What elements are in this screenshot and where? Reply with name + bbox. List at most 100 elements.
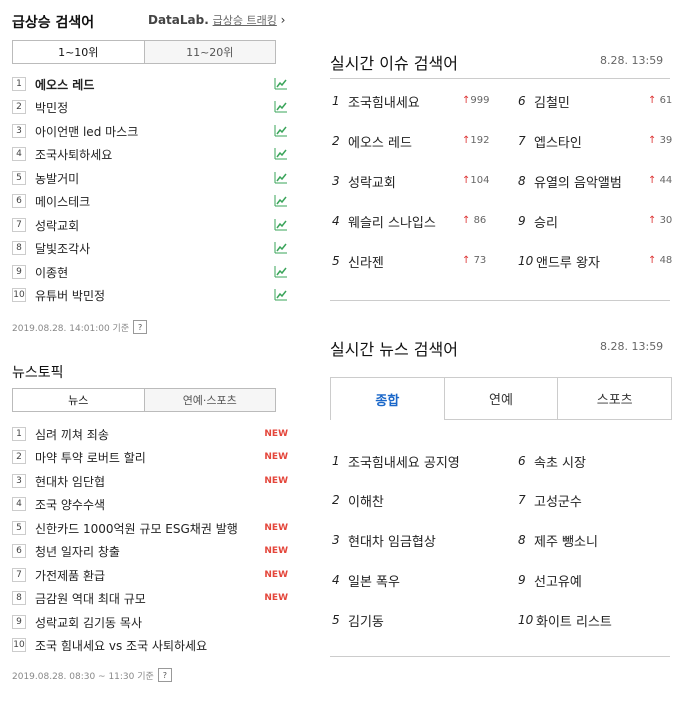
list-item[interactable]: 7 엡스타인 [518, 132, 582, 151]
list-item[interactable]: 6 메이스테크 [12, 191, 288, 211]
trend-graph-icon[interactable] [274, 241, 288, 255]
list-item[interactable]: 6 속초 시장 [518, 452, 586, 471]
keyword[interactable]: 제주 뺑소니 [534, 534, 598, 550]
keyword[interactable]: 일본 폭우 [348, 574, 400, 590]
keyword[interactable]: 조국힘내세요 [348, 95, 420, 111]
keyword[interactable]: 에오스 레드 [35, 77, 95, 92]
keyword[interactable]: 이종현 [35, 265, 69, 280]
trend-graph-icon[interactable] [274, 265, 288, 279]
keyword[interactable]: 웨슬리 스나입스 [348, 215, 436, 231]
list-item[interactable]: 7 가전제품 환급 NEW [12, 565, 288, 585]
list-item[interactable]: 4 일본 폭우 [332, 571, 400, 590]
keyword[interactable]: 화이트 리스트 [536, 614, 612, 630]
trend-graph-icon[interactable] [274, 194, 288, 208]
list-item[interactable]: 2 이해찬 [332, 491, 384, 510]
keyword[interactable]: 유튜버 박민정 [35, 288, 106, 303]
list-item[interactable]: 4 웨슬리 스나입스 [332, 212, 436, 231]
list-item[interactable]: 6 청년 일자리 창출 NEW [12, 541, 288, 561]
keyword[interactable]: 금감원 역대 최대 규모 [35, 591, 146, 606]
list-item[interactable]: 9 선고유예 [518, 571, 582, 590]
keyword[interactable]: 김기동 [348, 614, 384, 630]
list-item[interactable]: 5 신라젠 [332, 252, 384, 271]
keyword[interactable]: 농발거미 [35, 171, 80, 186]
tab-rank-1-10[interactable]: 1~10위 [13, 41, 144, 63]
keyword[interactable]: 유열의 음악앨범 [534, 175, 622, 191]
trend-graph-icon[interactable] [274, 171, 288, 185]
list-item[interactable]: 9 승리 [518, 212, 558, 231]
list-item[interactable]: 3 현대차 임단협 NEW [12, 471, 288, 491]
keyword[interactable]: 마약 투약 로버트 할리 [35, 450, 146, 465]
list-item[interactable]: 3 성락교회 [332, 172, 396, 191]
list-item[interactable]: 10 유튜버 박민정 [12, 285, 288, 305]
list-item[interactable]: 5 김기동 [332, 611, 384, 630]
keyword[interactable]: 현대차 임금협상 [348, 534, 436, 550]
list-item[interactable]: 9 성락교회 김기동 목사 [12, 612, 288, 632]
keyword[interactable]: 조국사퇴하세요 [35, 147, 113, 162]
list-item[interactable]: 1 조국힘내세요 [332, 92, 420, 111]
list-item[interactable]: 8 금감원 역대 최대 규모 NEW [12, 588, 288, 608]
list-item[interactable]: 6 김철민 [518, 92, 570, 111]
list-item[interactable]: 3 아이언맨 led 마스크 [12, 121, 288, 141]
trend-graph-icon[interactable] [274, 288, 288, 302]
list-item[interactable]: 2 박민정 [12, 97, 288, 117]
trend-graph-icon[interactable] [274, 77, 288, 91]
keyword[interactable]: 이해찬 [348, 494, 384, 510]
keyword[interactable]: 조국힘내세요 공지영 [348, 455, 460, 471]
tab-entertainment[interactable]: 연예 [443, 378, 558, 420]
trend-tracking-link[interactable]: 급상승 트래킹 [212, 14, 277, 27]
keyword[interactable]: 속초 시장 [534, 455, 586, 471]
list-item[interactable]: 2 에오스 레드 [332, 132, 412, 151]
keyword[interactable]: 조국 힘내세요 vs 조국 사퇴하세요 [35, 638, 208, 653]
list-item[interactable]: 2 마약 투약 로버트 할리 NEW [12, 447, 288, 467]
list-item[interactable]: 1 에오스 레드 [12, 74, 288, 94]
list-item[interactable]: 4 조국사퇴하세요 [12, 144, 288, 164]
list-item[interactable]: 5 농발거미 [12, 168, 288, 188]
keyword[interactable]: 성락교회 [35, 218, 80, 233]
list-item[interactable]: 7 성락교회 [12, 215, 288, 235]
keyword[interactable]: 신라젠 [348, 255, 384, 271]
trend-graph-icon[interactable] [274, 218, 288, 232]
list-item[interactable]: 10 앤드루 왕자 [518, 252, 600, 271]
keyword[interactable]: 메이스테크 [35, 194, 91, 209]
tab-entertainment-sports[interactable]: 연예·스포츠 [143, 389, 275, 411]
list-item[interactable]: 1 심려 끼쳐 죄송 NEW [12, 424, 288, 444]
keyword[interactable]: 아이언맨 led 마스크 [35, 124, 139, 139]
tab-sports[interactable]: 스포츠 [557, 378, 672, 420]
tab-overall[interactable]: 종합 [331, 378, 444, 420]
tab-news[interactable]: 뉴스 [13, 389, 144, 411]
keyword[interactable]: 고성군수 [534, 494, 582, 510]
keyword[interactable]: 현대차 임단협 [35, 474, 106, 489]
keyword[interactable]: 에오스 레드 [348, 135, 412, 151]
keyword[interactable]: 엡스타인 [534, 135, 582, 151]
trend-graph-icon[interactable] [274, 124, 288, 138]
list-item[interactable]: 1 조국힘내세요 공지영 [332, 452, 460, 471]
keyword[interactable]: 청년 일자리 창출 [35, 544, 120, 559]
keyword[interactable]: 성락교회 [348, 175, 396, 191]
list-item[interactable]: 8 유열의 음악앨범 [518, 172, 622, 191]
keyword[interactable]: 선고유예 [534, 574, 582, 590]
tab-rank-11-20[interactable]: 11~20위 [143, 41, 275, 63]
help-icon[interactable]: ? [157, 668, 172, 682]
help-icon[interactable]: ? [133, 320, 148, 334]
datalab-link[interactable]: DataLab. 급상승 트래킹 › [148, 12, 285, 28]
trend-graph-icon[interactable] [274, 147, 288, 161]
keyword[interactable]: 앤드루 왕자 [536, 255, 600, 271]
keyword[interactable]: 승리 [534, 215, 558, 231]
trend-graph-icon[interactable] [274, 100, 288, 114]
list-item[interactable]: 8 제주 뺑소니 [518, 531, 598, 550]
keyword[interactable]: 신한카드 1000억원 규모 ESG채권 발행 [35, 521, 238, 536]
list-item[interactable]: 8 달빛조각사 [12, 238, 288, 258]
list-item[interactable]: 10 조국 힘내세요 vs 조국 사퇴하세요 [12, 635, 288, 655]
keyword[interactable]: 성락교회 김기동 목사 [35, 615, 142, 630]
list-item[interactable]: 5 신한카드 1000억원 규모 ESG채권 발행 NEW [12, 518, 288, 538]
keyword[interactable]: 가전제품 환급 [35, 568, 106, 583]
keyword[interactable]: 박민정 [35, 100, 69, 115]
list-item[interactable]: 10 화이트 리스트 [518, 611, 612, 630]
keyword[interactable]: 김철민 [534, 95, 570, 111]
list-item[interactable]: 3 현대차 임금협상 [332, 531, 436, 550]
list-item[interactable]: 7 고성군수 [518, 491, 582, 510]
keyword[interactable]: 달빛조각사 [35, 241, 91, 256]
keyword[interactable]: 조국 양수수색 [35, 497, 106, 512]
list-item[interactable]: 9 이종현 [12, 262, 288, 282]
list-item[interactable]: 4 조국 양수수색 [12, 494, 288, 514]
